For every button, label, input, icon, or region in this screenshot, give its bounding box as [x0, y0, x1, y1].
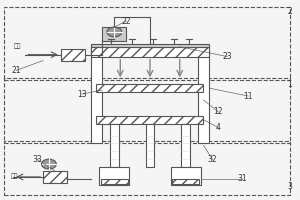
- Bar: [61, 49, 85, 61]
- Text: 21: 21: [11, 66, 21, 75]
- Bar: [171, 167, 200, 185]
- Text: 13: 13: [77, 90, 86, 99]
- Bar: [110, 124, 119, 167]
- Text: 32: 32: [208, 155, 217, 164]
- Text: 进气: 进气: [14, 43, 22, 49]
- Bar: [101, 179, 128, 184]
- Circle shape: [107, 27, 122, 37]
- Text: 33: 33: [32, 155, 42, 164]
- Bar: [146, 124, 154, 167]
- Bar: [91, 47, 209, 57]
- Text: 1: 1: [287, 80, 292, 89]
- Bar: [97, 116, 203, 124]
- Bar: [4, 78, 290, 143]
- Bar: [198, 45, 209, 143]
- Text: 11: 11: [243, 92, 253, 101]
- Text: 2: 2: [287, 7, 292, 16]
- Text: 22: 22: [122, 17, 131, 26]
- Bar: [172, 179, 199, 184]
- Bar: [4, 141, 290, 195]
- Text: 12: 12: [214, 107, 223, 116]
- Bar: [100, 167, 129, 185]
- Bar: [181, 124, 190, 167]
- Bar: [4, 7, 290, 80]
- Bar: [97, 84, 203, 92]
- Bar: [91, 45, 102, 143]
- Circle shape: [41, 159, 56, 169]
- Text: 31: 31: [237, 174, 247, 183]
- Bar: [91, 44, 209, 47]
- Text: 23: 23: [223, 52, 232, 61]
- Text: 3: 3: [287, 182, 292, 191]
- Bar: [102, 27, 126, 41]
- Text: 4: 4: [216, 123, 221, 132]
- Bar: [43, 171, 67, 183]
- Text: 出气: 出气: [11, 173, 19, 179]
